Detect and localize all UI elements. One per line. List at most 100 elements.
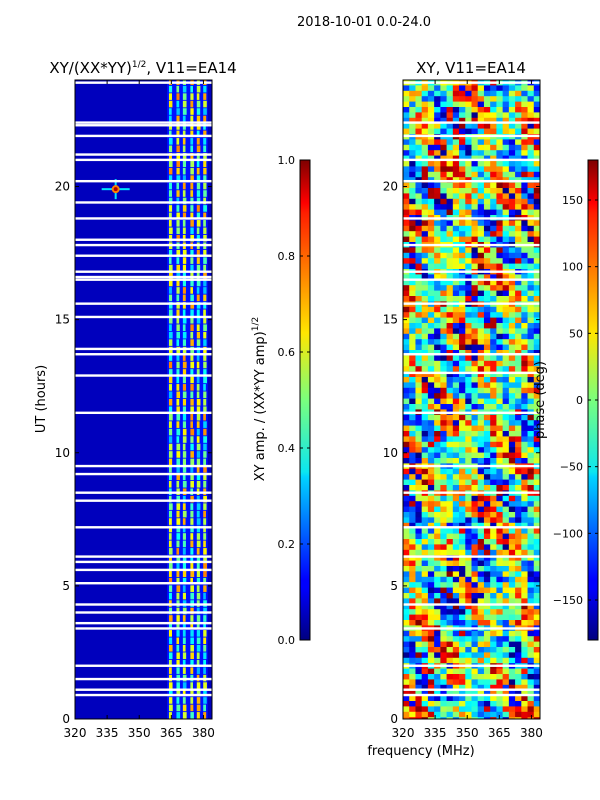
heatmap-cell xyxy=(459,204,466,210)
heatmap-cell xyxy=(421,188,429,194)
heatmap-cell xyxy=(477,198,485,205)
heatmap-cell xyxy=(421,333,429,340)
heatmap-cell xyxy=(176,667,180,674)
heatmap-cell xyxy=(403,112,410,119)
heatmap-cell xyxy=(434,620,441,626)
heatmap-cell xyxy=(176,637,180,645)
heatmap-cell xyxy=(440,647,447,653)
heatmap-cell xyxy=(446,587,454,594)
heatmap-cell xyxy=(496,404,504,410)
heatmap-cell xyxy=(440,452,447,459)
heatmap-cell xyxy=(446,647,454,653)
heatmap-cell xyxy=(415,630,423,637)
heatmap-cell xyxy=(527,296,535,302)
heatmap-cell xyxy=(527,225,535,232)
heatmap-cell xyxy=(521,657,528,664)
heatmap-cell xyxy=(465,603,472,610)
heatmap-cell xyxy=(465,166,472,173)
heatmap-cell xyxy=(446,474,454,480)
heatmap-cell xyxy=(403,123,410,129)
heatmap-cell xyxy=(409,220,416,227)
heatmap-cell xyxy=(403,382,410,389)
heatmap-cell xyxy=(521,101,528,108)
heatmap-cell xyxy=(490,431,497,437)
heatmap-cell xyxy=(533,252,540,259)
heatmap-cell xyxy=(533,188,540,194)
heatmap-cell xyxy=(421,679,429,686)
heatmap-cell xyxy=(440,258,447,264)
heatmap-cell xyxy=(446,425,454,432)
heatmap-cell xyxy=(415,706,423,713)
heatmap-cell xyxy=(176,712,181,719)
colorbar-tick-label: −50 xyxy=(560,461,583,474)
heatmap-cell xyxy=(471,474,479,480)
flagged-row xyxy=(75,179,212,183)
heatmap-cell xyxy=(502,679,510,686)
heatmap-cell xyxy=(521,468,528,475)
heatmap-cell xyxy=(471,512,479,518)
heatmap-cell xyxy=(403,144,410,151)
heatmap-cell xyxy=(440,668,447,675)
heatmap-cell xyxy=(477,441,485,448)
heatmap-cell xyxy=(452,533,460,540)
heatmap-cell xyxy=(452,387,460,394)
heatmap-cell xyxy=(434,107,441,113)
heatmap-cell xyxy=(196,220,201,227)
heatmap-cell xyxy=(190,637,194,645)
heatmap-cell xyxy=(190,398,194,406)
heatmap-cell xyxy=(434,560,441,567)
heatmap-cell xyxy=(465,398,472,405)
heatmap-cell xyxy=(483,252,491,259)
heatmap-cell xyxy=(459,555,466,561)
heatmap-cell xyxy=(465,279,472,286)
heatmap-cell xyxy=(521,474,528,480)
heatmap-cell xyxy=(440,512,447,518)
heatmap-cell xyxy=(434,614,441,621)
heatmap-cell xyxy=(409,522,416,529)
flagged-row xyxy=(403,243,540,247)
heatmap-cell xyxy=(490,387,497,394)
heatmap-cell xyxy=(421,306,429,313)
heatmap-cell xyxy=(477,701,485,707)
heatmap-cell xyxy=(527,247,535,254)
heatmap-cell xyxy=(533,495,540,502)
y-tick-label: 5 xyxy=(390,579,398,593)
heatmap-cell xyxy=(446,603,454,610)
y-tick-label: 15 xyxy=(55,313,70,327)
heatmap-cell xyxy=(527,420,535,426)
heatmap-cell xyxy=(496,647,504,653)
heatmap-cell xyxy=(403,360,410,367)
heatmap-cell xyxy=(471,711,479,718)
heatmap-cell xyxy=(203,302,207,309)
heatmap-cell xyxy=(409,539,416,545)
heatmap-cell xyxy=(508,436,516,443)
heatmap-cell xyxy=(459,690,466,696)
heatmap-cell xyxy=(421,296,429,302)
heatmap-cell xyxy=(421,501,429,507)
heatmap-cell xyxy=(527,474,535,480)
heatmap-cell xyxy=(403,479,410,486)
heatmap-cell xyxy=(409,684,416,691)
heatmap-cell xyxy=(515,161,522,167)
heatmap-cell xyxy=(515,258,522,264)
heatmap-cell xyxy=(496,533,504,540)
heatmap-cell xyxy=(415,166,423,173)
heatmap-cell xyxy=(533,695,540,702)
heatmap-cell xyxy=(427,414,435,421)
heatmap-cell xyxy=(521,123,528,129)
heatmap-cell xyxy=(477,263,485,270)
heatmap-cell xyxy=(434,171,441,178)
heatmap-cell xyxy=(452,398,460,405)
flagged-row xyxy=(75,275,212,279)
heatmap-cell xyxy=(477,522,485,529)
heatmap-cell xyxy=(182,406,187,414)
heatmap-cell xyxy=(409,258,416,264)
heatmap-cell xyxy=(190,712,194,719)
heatmap-cell xyxy=(496,258,504,264)
heatmap-cell xyxy=(409,614,416,621)
heatmap-cell xyxy=(421,209,429,216)
heatmap-cell xyxy=(508,641,516,648)
heatmap-cell xyxy=(527,630,535,637)
heatmap-cell xyxy=(168,212,172,220)
heatmap-cell xyxy=(190,272,194,279)
